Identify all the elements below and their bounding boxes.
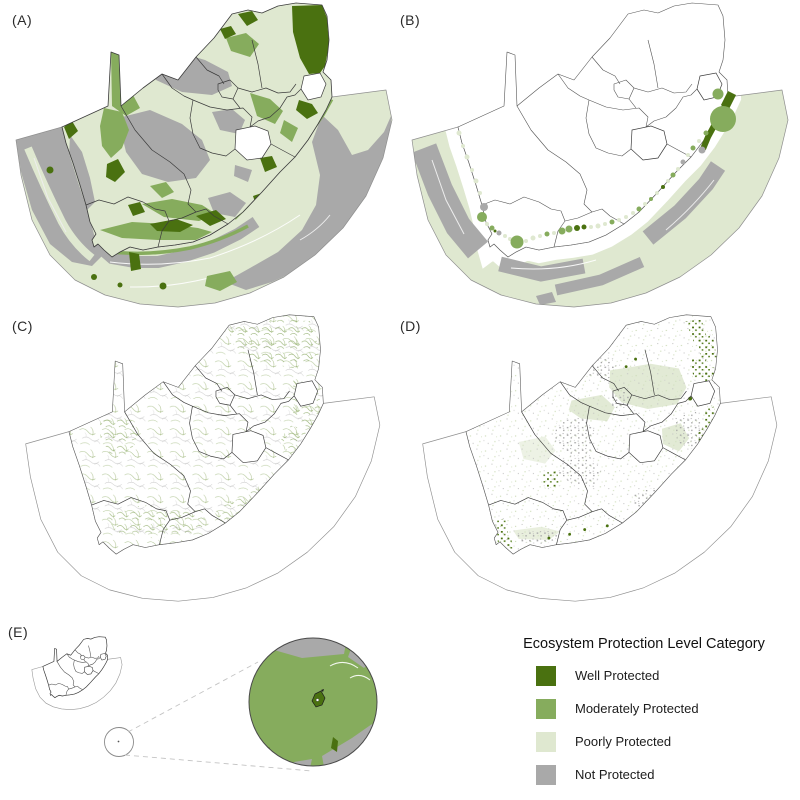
panel-d-wetlands-layer	[465, 314, 721, 555]
zoom-leader-lines	[124, 661, 313, 772]
legend-item-not-protected: Not Protected	[536, 765, 800, 785]
panel-b-estuary-circles	[456, 88, 737, 249]
inset-locator-circle	[104, 727, 134, 757]
panel-e-label: (E)	[8, 624, 29, 640]
legend-swatch-poorly-protected	[536, 732, 556, 752]
legend-label-well-protected: Well Protected	[575, 668, 660, 683]
panel-b-marine-layer	[411, 89, 789, 308]
legend-label-moderately-protected: Moderately Protected	[575, 701, 699, 716]
panel-b-label: (B)	[400, 12, 421, 28]
legend-swatch-well-protected	[536, 666, 556, 686]
legend-title: Ecosystem Protection Level Category	[523, 636, 765, 652]
panel-a-land-layer	[61, 2, 333, 258]
panel-c-map	[25, 314, 381, 602]
legend-label-poorly-protected: Poorly Protected	[575, 734, 672, 749]
panel-a-label: (A)	[12, 12, 33, 28]
panel-a-map	[15, 2, 393, 308]
legend-item-poorly-protected: Poorly Protected	[536, 732, 800, 752]
inset-zoom-circle	[248, 637, 378, 767]
legend-item-well-protected: Well Protected	[536, 666, 800, 686]
panel-e-map	[31, 636, 378, 772]
legend-swatch-not-protected	[536, 765, 556, 785]
panel-d-map	[422, 314, 778, 602]
legend-label-not-protected: Not Protected	[575, 767, 655, 782]
legend: Ecosystem Protection Level Category Well…	[488, 628, 800, 798]
legend-item-moderately-protected: Moderately Protected	[536, 699, 800, 719]
panel-b-map	[411, 2, 789, 308]
panel-c-label: (C)	[12, 318, 33, 334]
inset-small-country-map	[31, 636, 123, 710]
legend-swatch-moderately-protected	[536, 699, 556, 719]
panel-d-label: (D)	[400, 318, 421, 334]
